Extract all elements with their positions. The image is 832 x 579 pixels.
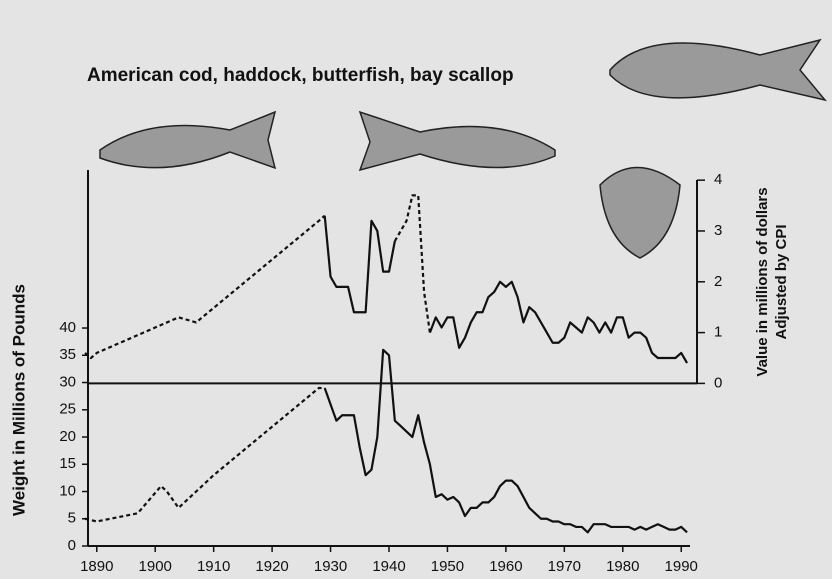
x-tick-label: 1970 (548, 558, 581, 575)
data-line (323, 215, 396, 314)
y2-tick-label: 2 (714, 273, 722, 290)
x-tick-label: 1900 (139, 558, 172, 575)
x-tick-label: 1960 (489, 558, 522, 575)
data-line (428, 280, 689, 364)
x-tick-label: 1980 (606, 558, 639, 575)
data-line (393, 194, 432, 333)
butterfish (609, 38, 828, 102)
y-tick-label: 15 (59, 455, 76, 472)
x-tick-label: 1890 (80, 558, 113, 575)
data-line (84, 214, 326, 360)
y2-axis-label: Value in millions of dollars (754, 187, 771, 376)
x-tick-label: 1940 (372, 558, 405, 575)
y-tick-label: 40 (59, 319, 76, 336)
y-tick-label: 20 (59, 428, 76, 445)
chart-title: American cod, haddock, butterfish, bay s… (87, 65, 514, 86)
y2-axis-label: Adjusted by CPI (773, 224, 790, 339)
y-tick-label: 5 (68, 510, 76, 527)
x-tick-label: 1910 (197, 558, 230, 575)
illustrations (99, 38, 828, 259)
y-tick-label: 35 (59, 346, 76, 363)
y2-tick-label: 3 (714, 222, 722, 239)
y-tick-label: 0 (68, 537, 76, 554)
y-tick-label: 25 (59, 401, 76, 418)
y2-tick-label: 1 (714, 324, 722, 341)
data-line (84, 386, 325, 523)
cod-left (99, 110, 277, 170)
y-axis-label: Weight in Millions of Pounds (9, 284, 28, 516)
x-tick-label: 1950 (431, 558, 464, 575)
y2-tick-label: 4 (714, 171, 722, 188)
cod-right (358, 110, 556, 172)
scallop (599, 166, 681, 259)
y-tick-label: 10 (59, 482, 76, 499)
x-tick-label: 1920 (255, 558, 288, 575)
y-tick-label: 30 (59, 373, 76, 390)
data-line (323, 348, 688, 534)
x-tick-label: 1930 (314, 558, 347, 575)
x-tick-label: 1990 (665, 558, 698, 575)
y2-tick-label: 0 (714, 374, 722, 391)
